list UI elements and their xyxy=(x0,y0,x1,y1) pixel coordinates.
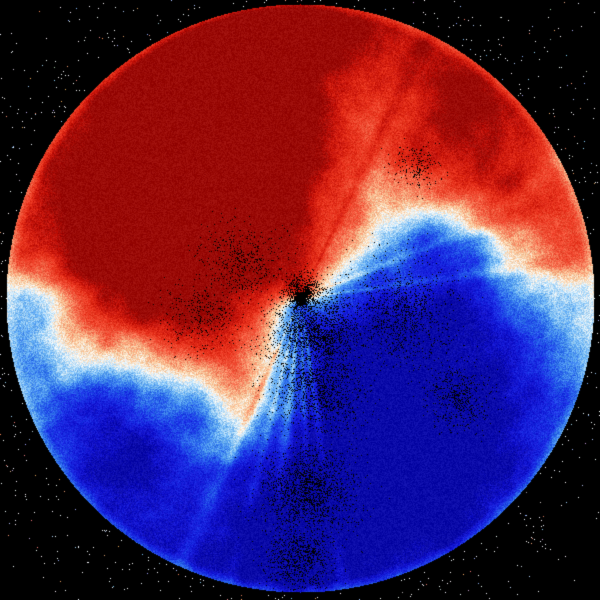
radial-velocity-scope[interactable] xyxy=(0,0,600,600)
radar-display xyxy=(0,0,600,600)
